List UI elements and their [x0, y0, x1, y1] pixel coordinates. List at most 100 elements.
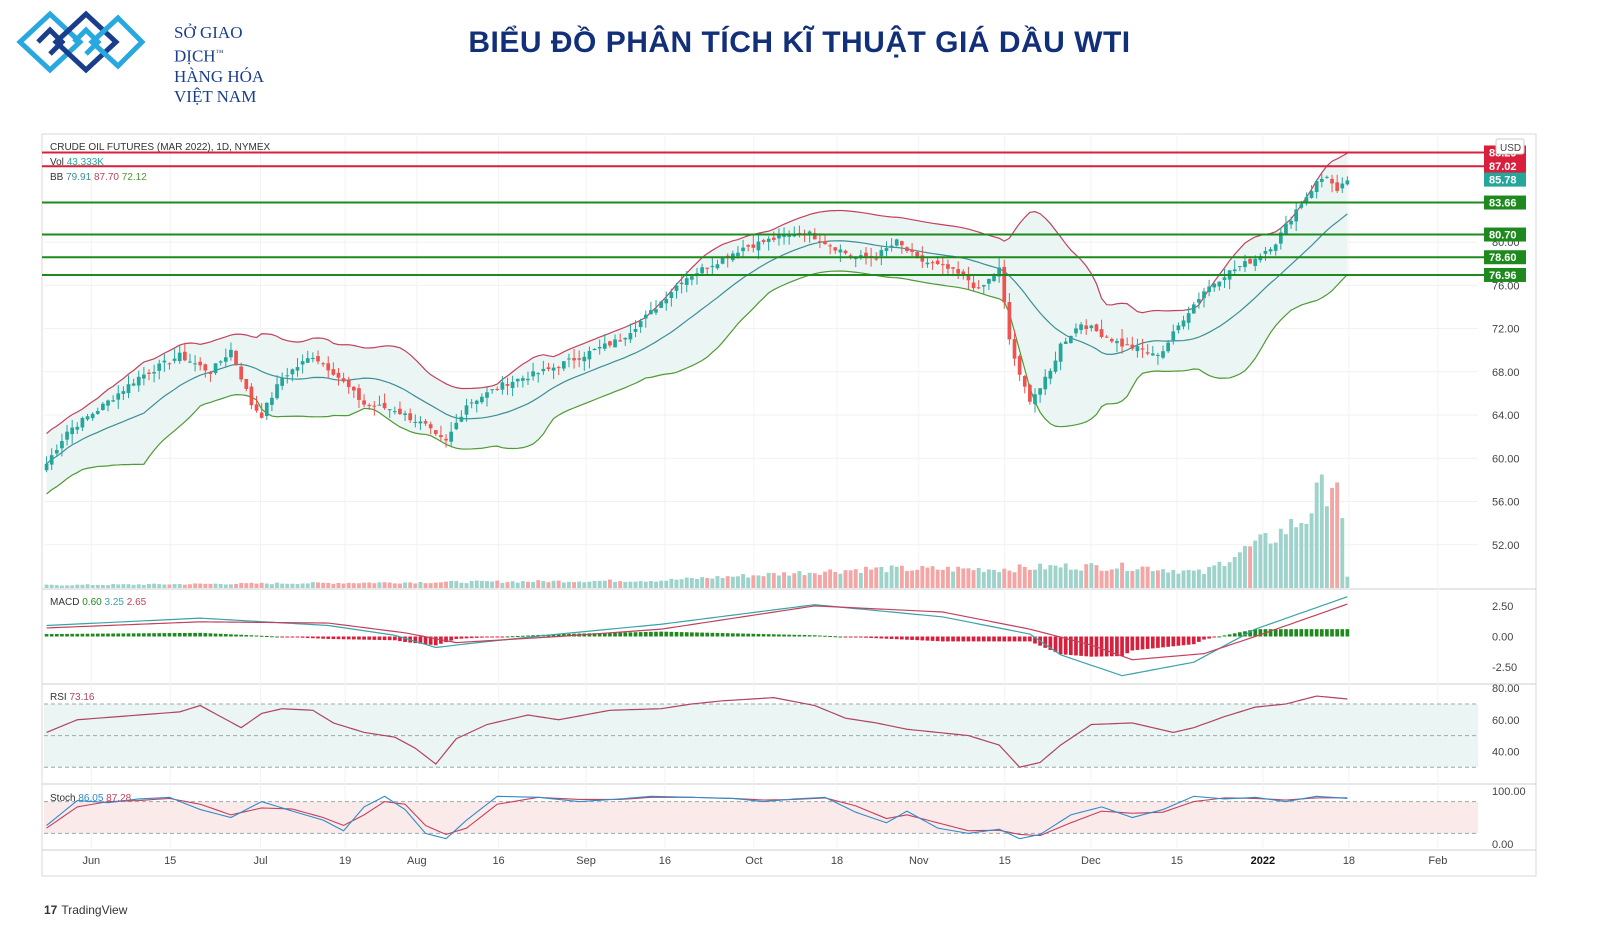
macd-histogram-bar — [1017, 636, 1022, 642]
candle-body — [531, 371, 535, 377]
volume-bar — [1135, 569, 1140, 588]
volume-bar — [802, 575, 807, 588]
candle-body — [305, 358, 310, 363]
macd-histogram-bar — [807, 635, 812, 637]
volume-bar — [654, 581, 658, 588]
candle-body — [807, 231, 812, 235]
macd-histogram-bar — [664, 631, 669, 637]
macd-line — [46, 596, 1348, 677]
page-title: BIỂU ĐỒ PHÂN TÍCH KĨ THUẬT GIÁ DẦU WTI — [468, 26, 1131, 59]
macd-histogram-bar — [469, 636, 474, 639]
macd-histogram-bar — [147, 633, 151, 637]
macd-histogram-bar — [746, 633, 751, 637]
volume-bar — [100, 584, 105, 588]
bollinger-lower-line — [46, 270, 1348, 495]
macd-histogram-bar — [1099, 636, 1104, 657]
macd-histogram-bar — [1345, 629, 1350, 637]
macd-histogram-bar — [126, 633, 131, 637]
macd-histogram-bar — [392, 636, 397, 641]
volume-bar — [572, 582, 577, 588]
volume-bar — [546, 582, 551, 588]
volume-bar — [756, 575, 761, 588]
volume-bar — [746, 577, 751, 588]
volume-bar — [1248, 546, 1253, 588]
candle-body — [111, 400, 115, 402]
candle-body — [1140, 348, 1145, 350]
macd-histogram-bar — [193, 632, 197, 637]
volume-bar — [59, 585, 64, 588]
volume-bar — [65, 585, 69, 588]
macd-histogram-bar — [828, 636, 832, 638]
candle-body — [300, 361, 305, 365]
volume-bar — [218, 583, 223, 588]
candle-body — [1028, 384, 1032, 402]
candle-body — [1238, 266, 1242, 268]
macd-histogram-bar — [1135, 636, 1140, 650]
volume-bar — [1012, 572, 1017, 588]
volume-bar — [1166, 572, 1171, 588]
macd-histogram-bar — [971, 636, 976, 642]
candle-body — [480, 396, 484, 403]
volume-bar — [1079, 570, 1084, 588]
candle-body — [633, 328, 638, 332]
volume-bar — [1027, 569, 1032, 588]
candle-body — [464, 405, 469, 415]
candle-body — [90, 413, 95, 419]
candle-body — [577, 358, 582, 360]
macd-histogram-bar — [346, 636, 351, 640]
macd-histogram-bar — [264, 636, 269, 638]
candle-body — [1099, 329, 1104, 337]
candle-body — [1319, 178, 1324, 182]
volume-bar — [905, 571, 909, 588]
rsi-tick-label: 80.00 — [1492, 683, 1520, 695]
candle-body — [674, 285, 679, 291]
volume-bar — [326, 582, 331, 588]
candle-body — [490, 389, 494, 391]
candle-body — [367, 404, 372, 406]
macd-histogram-bar — [229, 634, 233, 637]
macd-histogram-bar — [157, 633, 162, 637]
candle-body — [1130, 344, 1135, 349]
volume-bar — [700, 577, 705, 588]
volume-bar — [1161, 569, 1165, 588]
macd-histogram-bar — [925, 636, 930, 641]
volume-bar — [1150, 571, 1155, 588]
candle-body — [654, 309, 658, 313]
macd-histogram-bar — [756, 633, 761, 637]
macd-histogram-bar — [403, 636, 407, 643]
volume-bar — [1053, 565, 1058, 588]
volume-bar — [531, 581, 536, 588]
level-tag-83.66 — [1484, 195, 1526, 210]
macd-histogram-bar — [172, 633, 177, 637]
macd-tick-label: 2.50 — [1492, 601, 1513, 613]
macd-histogram-bar — [1161, 636, 1165, 648]
candle-body — [541, 368, 546, 372]
volume-bar — [1294, 527, 1299, 588]
volume-bar — [1140, 566, 1145, 588]
candle-body — [331, 369, 336, 375]
candle-body — [439, 435, 443, 438]
macd-histogram-bar — [869, 636, 873, 638]
candle-body — [930, 262, 935, 264]
volume-bar — [331, 583, 336, 588]
candle-body — [715, 264, 720, 269]
candle-body — [142, 374, 146, 379]
volume-bar — [382, 582, 387, 588]
candle-body — [44, 463, 49, 471]
macd-histogram-bar — [480, 636, 484, 638]
volume-bar — [1068, 569, 1073, 588]
candle-body — [649, 310, 653, 315]
candle-body — [352, 386, 356, 391]
candle-body — [1253, 258, 1258, 266]
time-tick-label: Aug — [407, 855, 427, 867]
volume-bar — [1089, 563, 1094, 588]
volume-bar — [730, 576, 735, 588]
candle-body — [572, 358, 576, 361]
macd-histogram-bar — [244, 635, 249, 637]
macd-histogram-bar — [946, 636, 950, 642]
macd-histogram-bar — [1222, 635, 1227, 637]
candle-body — [1145, 352, 1150, 354]
time-tick-label: 15 — [164, 855, 176, 867]
macd-histogram-bar — [1069, 636, 1073, 656]
